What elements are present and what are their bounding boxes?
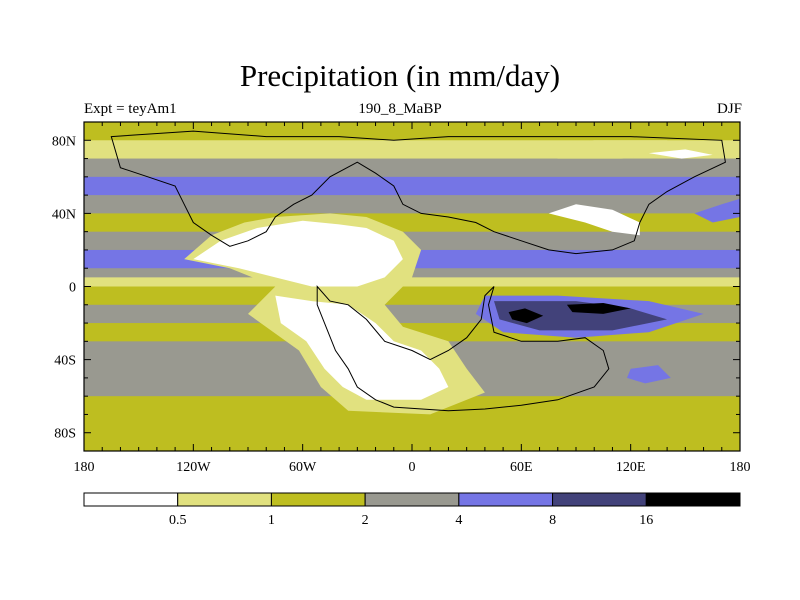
coastline-1 — [316, 285, 610, 412]
colorbar-box-6 — [645, 492, 741, 507]
lat-band-9 — [84, 277, 740, 288]
y-tick-label-2: 0 — [69, 281, 76, 296]
colorbar-label-3: 4 — [455, 513, 462, 528]
colorbar-box-3 — [364, 492, 460, 507]
axis-ticks: 180 120W 60W 0 60E 120E 180 80N 40N 0 40S 80S — [52, 121, 751, 475]
colorbar-box-4 — [458, 492, 554, 507]
colorbar-box-2 — [270, 492, 366, 507]
colorbar-box-0 — [83, 492, 179, 507]
colorbar-legend: 0.5 1 2 4 8 16 — [83, 492, 741, 528]
x-tick-label-3: 0 — [409, 460, 416, 475]
lat-band-4 — [84, 195, 740, 214]
lat-band-5 — [84, 213, 740, 233]
coastlines — [110, 130, 726, 412]
period-label: 190_8_MaBP — [358, 101, 442, 117]
coastline-0 — [110, 130, 726, 255]
precip-region-9 — [566, 303, 631, 314]
lat-band-3 — [84, 176, 740, 196]
precip-region-4 — [521, 140, 686, 159]
x-tick-label-5: 120E — [616, 460, 646, 475]
y-tick-label-4: 80S — [54, 427, 76, 442]
y-tick-label-0: 80N — [52, 134, 76, 149]
x-tick-label-0: 180 — [74, 460, 95, 475]
colorbar-label-1: 1 — [268, 513, 275, 528]
colorbar-label-0: 0.5 — [169, 513, 187, 528]
precip-region-5 — [648, 149, 713, 159]
x-tick-label-1: 120W — [176, 460, 211, 475]
x-tick-label-4: 60E — [510, 460, 533, 475]
precip-region-3 — [548, 204, 640, 236]
season-label: DJF — [716, 101, 742, 117]
colorbar-box-1 — [177, 492, 272, 507]
precip-region-1 — [193, 220, 403, 287]
x-tick-label-6: 180 — [730, 460, 751, 475]
experiment-label: Expt = teyAm1 — [84, 101, 177, 117]
precip-region-11 — [694, 198, 740, 223]
colorbar-label-2: 2 — [362, 513, 369, 528]
colorbar-label-5: 16 — [639, 513, 653, 528]
precip-region-8 — [508, 308, 544, 324]
x-tick-label-2: 60W — [289, 460, 317, 475]
lat-band-2 — [84, 158, 740, 178]
chart-title: Precipitation (in mm/day) — [239, 58, 561, 93]
colorbar-label-4: 8 — [549, 513, 556, 528]
colorbar-box-5 — [552, 492, 647, 507]
y-tick-label-1: 40N — [52, 207, 76, 222]
y-tick-label-3: 40S — [54, 354, 76, 369]
precip-region-10 — [627, 365, 671, 384]
precipitation-field — [84, 122, 740, 451]
precip-region-2 — [275, 295, 449, 400]
